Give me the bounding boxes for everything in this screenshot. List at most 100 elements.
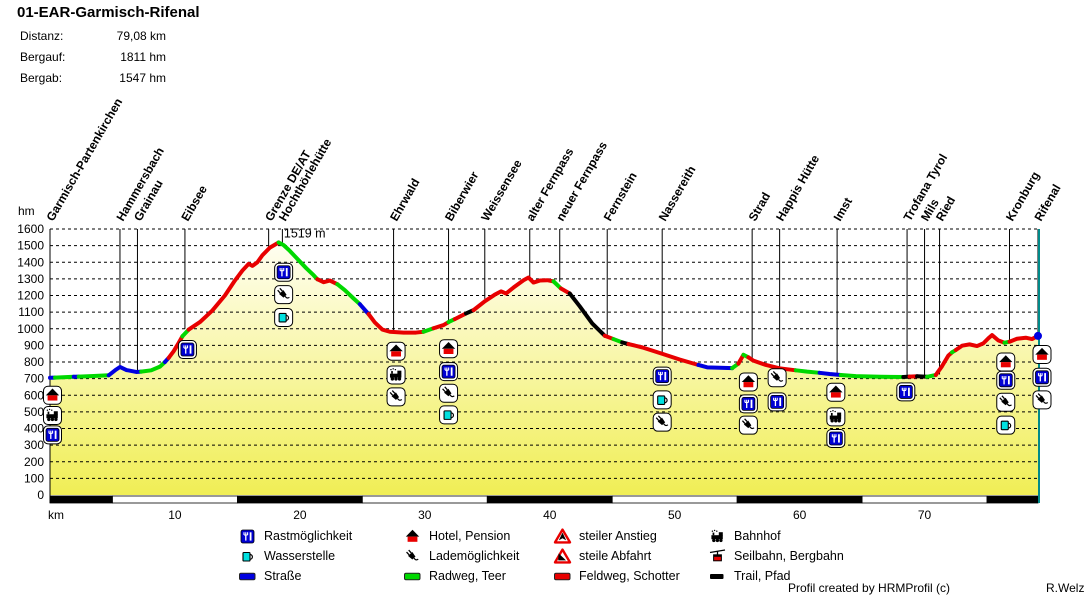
legend-item-hotel-pension: Hotel, Pension xyxy=(403,526,519,546)
legend-label: Hotel, Pension xyxy=(429,529,511,543)
location-label-garmisch-partenkirchen: Garmisch-Partenkirchen xyxy=(43,96,125,224)
location-label-imst: Imst xyxy=(831,195,855,223)
y-tick-label: 300 xyxy=(24,438,44,452)
x-tick-label: 30 xyxy=(418,508,432,522)
poi-icon-rast xyxy=(652,366,672,386)
legend-column: steiler Anstieg steile Abfahrt Feldweg, Sc… xyxy=(553,526,680,586)
y-tick-label: 1600 xyxy=(17,222,44,236)
x-tick-label: 20 xyxy=(293,508,307,522)
profile-segment-feldweg xyxy=(933,350,955,377)
profile-segment-feldweg xyxy=(1007,333,1040,344)
profile-segment-feldweg xyxy=(953,333,1007,353)
stats-panel: Distanz: 79,08 km Bergauf: 1811 hm Bergab: 15… xyxy=(20,25,166,88)
y-tick-label: 200 xyxy=(24,455,44,469)
poi-icon-lade xyxy=(996,392,1016,412)
stat-value: 79,08 km xyxy=(116,28,166,43)
poi-icon-wasser xyxy=(439,405,459,425)
scale-bar-segment xyxy=(361,495,488,504)
poi-icon-lade xyxy=(274,285,294,305)
y-tick-label: 1200 xyxy=(17,289,44,303)
legend-item-radweg-teer: Radweg, Teer xyxy=(403,566,519,586)
profile-segment-strasse xyxy=(357,302,371,317)
poi-icon-hotel xyxy=(386,341,406,361)
legend-item-rastmoglichkeit: Rastmöglichkeit xyxy=(238,526,352,546)
x-tick-label: 10 xyxy=(168,508,182,522)
location-label-ried: Ried xyxy=(933,194,958,224)
poi-icon-wasser xyxy=(274,307,294,327)
profile-segment-feldweg xyxy=(315,277,340,287)
y-tick-label: 1300 xyxy=(17,272,44,286)
y-tick-label: 500 xyxy=(24,405,44,419)
location-label-weissensee: Weissensee xyxy=(478,157,525,224)
poi-icon-bahnhof xyxy=(826,407,846,427)
wasser-icon xyxy=(242,551,253,562)
x-axis-title: km xyxy=(48,508,64,522)
legend-item-steile-abfahrt: steile Abfahrt xyxy=(553,546,680,566)
legend-item-feldweg-schotter: Feldweg, Schotter xyxy=(553,566,680,586)
poi-icon-hotel xyxy=(738,372,758,392)
hotel-icon xyxy=(405,529,420,542)
scale-bar-segment xyxy=(611,495,738,504)
poi-icon-bahnhof xyxy=(42,406,62,426)
legend-item-trail-pfad: Trail, Pfad xyxy=(708,566,844,586)
y-tick-label: 100 xyxy=(24,471,44,485)
legend-column: Rastmöglichkeit Wasserstelle Straße xyxy=(238,526,352,586)
y-tick-label: 900 xyxy=(24,338,44,352)
x-tick-label: 60 xyxy=(793,508,807,522)
poi-icon-rast xyxy=(896,382,916,402)
scale-bar-segment xyxy=(237,495,363,504)
legend-item-strasse: Straße xyxy=(238,566,352,586)
legend-label: Trail, Pfad xyxy=(734,569,791,583)
legend-item-steiler-anstieg: steiler Anstieg xyxy=(553,526,680,546)
y-tick-label: 700 xyxy=(24,372,44,386)
profile-segment-strasse xyxy=(817,370,843,377)
legend-label: steiler Anstieg xyxy=(579,529,657,543)
abfahrt-icon xyxy=(553,547,572,564)
y-tick-label: 1100 xyxy=(18,305,44,319)
poi-icon-rast xyxy=(767,392,787,412)
poi-icon-rast xyxy=(42,425,62,445)
y-tick-label: 800 xyxy=(24,355,44,369)
poi-icon-lade xyxy=(386,387,406,407)
legend-label: Radweg, Teer xyxy=(429,569,506,583)
legend-item-seilbahn-bergbahn: Seilbahn, Bergbahn xyxy=(708,546,844,566)
profile-segment-feldweg xyxy=(746,355,798,373)
legend-item-bahnhof: Bahnhof xyxy=(708,526,844,546)
x-tick-label: 40 xyxy=(543,508,557,522)
location-label-nassereith: Nassereith xyxy=(656,163,699,223)
poi-icon-hotel xyxy=(1032,345,1052,365)
legend-label: Feldweg, Schotter xyxy=(579,569,680,583)
stat-label: Distanz: xyxy=(20,28,64,43)
stat-row-distanz: Distanz: 79,08 km xyxy=(20,25,166,46)
rast-icon xyxy=(240,529,255,543)
poi-icon-hotel xyxy=(826,382,846,402)
legend-label: Wasserstelle xyxy=(264,549,336,563)
scale-bar-segment xyxy=(112,495,238,504)
scale-bar-segment xyxy=(486,495,613,504)
poi-icon-lade xyxy=(652,412,672,432)
scale-bar-segment xyxy=(861,495,988,504)
legend-label: Seilbahn, Bergbahn xyxy=(734,549,844,563)
credit-text: Profil created by HRMProfil (c) xyxy=(788,581,951,595)
y-tick-label: 1500 xyxy=(17,239,44,253)
poi-icon-rast xyxy=(996,370,1016,390)
profile-segment-strasse xyxy=(696,362,735,371)
poi-icon-rast xyxy=(738,394,758,414)
legend-label: Bahnhof xyxy=(734,529,781,543)
elevation-profile-chart: 0 100 200 300 400 500 600 700 800 900 1000 1100 1200… xyxy=(17,96,1063,522)
stat-row-bergauf: Bergauf: 1811 hm xyxy=(20,46,166,67)
poi-icon-hotel xyxy=(42,385,62,405)
poi-icon-rast xyxy=(1032,367,1052,387)
page-title: 01-EAR-Garmisch-Rifenal xyxy=(17,4,200,21)
author-text: R.Welz xyxy=(1046,581,1085,595)
location-label-fernstein: Fernstein xyxy=(601,170,640,224)
y-tick-label: 1400 xyxy=(17,255,44,269)
legend-label: Straße xyxy=(264,569,302,583)
feldweg-icon xyxy=(554,572,571,580)
profile-segment-radweg xyxy=(838,372,906,379)
poi-icon-rast xyxy=(826,428,846,448)
y-tick-label: 600 xyxy=(24,388,44,402)
location-label-rifenal: Rifenal xyxy=(1031,182,1063,224)
location-label-happis-hutte: Happis Hütte xyxy=(773,152,822,223)
poi-icon-lade xyxy=(767,368,787,388)
